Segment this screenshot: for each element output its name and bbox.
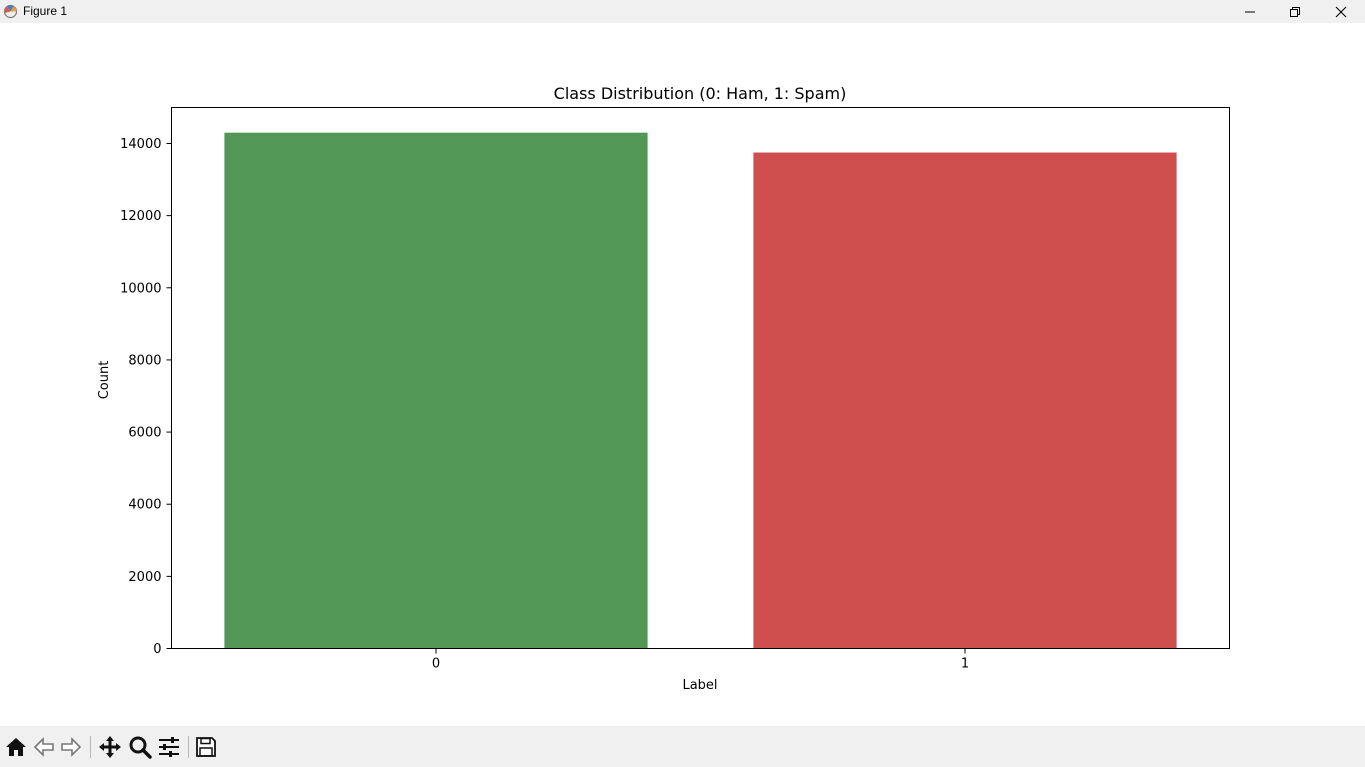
window-title: Figure 1 (23, 4, 68, 18)
minimize-icon (1245, 11, 1255, 12)
home-button[interactable] (3, 734, 29, 760)
y-tick-label: 12000 (120, 209, 161, 224)
y-tick-label: 0 (153, 642, 161, 657)
y-axis-label: Count (97, 361, 112, 400)
navigation-toolbar (0, 726, 1365, 767)
x-axis-label: Label (682, 678, 717, 693)
restore-icon (1290, 6, 1300, 17)
plot-frame (171, 107, 1230, 649)
y-tick-label: 8000 (128, 353, 161, 368)
pan-button[interactable] (97, 734, 123, 760)
close-button[interactable] (1318, 0, 1364, 23)
bar-0 (224, 132, 648, 649)
save-button[interactable] (193, 734, 219, 760)
zoom-button[interactable] (127, 734, 153, 760)
home-icon (6, 738, 26, 756)
bar-chart: Class Distribution (0: Ham, 1: Spam) 0 20… (97, 84, 1230, 693)
window-titlebar: Figure 1 (0, 0, 1365, 23)
configure-subplots-icon (159, 737, 179, 757)
close-icon (1335, 6, 1347, 17)
figure-canvas: Class Distribution (0: Ham, 1: Spam) 0 20… (0, 23, 1365, 726)
minimize-button[interactable] (1227, 0, 1273, 23)
forward-arrow-icon (61, 737, 82, 757)
y-tick-label: 4000 (128, 498, 161, 513)
configure-subplots-button[interactable] (156, 734, 182, 760)
bars-group (224, 132, 1177, 649)
x-tick-label: 1 (961, 657, 969, 672)
maximize-button[interactable] (1272, 0, 1318, 23)
matplotlib-figure-icon (3, 4, 18, 19)
y-tick-label: 10000 (120, 281, 161, 296)
forward-button[interactable] (58, 734, 84, 760)
y-tick-label: 14000 (120, 137, 161, 152)
y-axis-ticks: 0 2000 4000 6000 8000 10000 12000 14000 (120, 137, 172, 657)
bar-1 (753, 152, 1177, 649)
back-arrow-icon (33, 737, 54, 757)
x-tick-label: 0 (432, 657, 440, 672)
y-tick-label: 6000 (128, 426, 161, 441)
zoom-icon (129, 736, 152, 759)
back-button[interactable] (31, 734, 57, 760)
save-icon (196, 737, 216, 757)
toolbar-separator (90, 736, 91, 758)
chart-title: Class Distribution (0: Ham, 1: Spam) (554, 84, 847, 103)
toolbar-separator (188, 736, 189, 758)
pan-icon (99, 736, 121, 758)
y-tick-label: 2000 (128, 570, 161, 585)
